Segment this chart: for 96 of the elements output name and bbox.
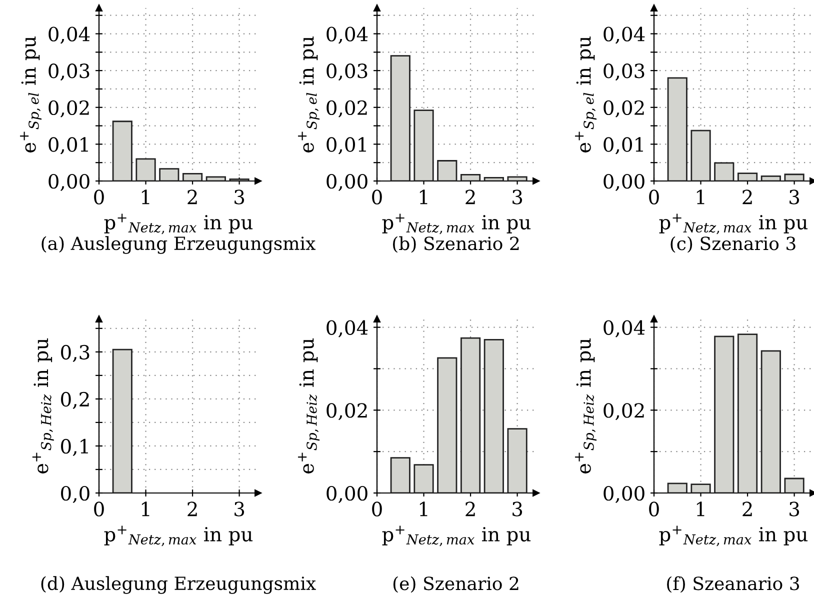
x-tick-label: 0 xyxy=(649,190,659,204)
text: (a) Auslegung Erzeugungsmix xyxy=(42,236,316,254)
x-tick-label: 3 xyxy=(790,190,800,204)
y-axis-title: e$^{+}$$_{Sp,Heiz}$ in pu xyxy=(298,338,320,474)
x-tick-label: 3 xyxy=(512,502,522,516)
y-tick-label: 0,00 xyxy=(604,174,644,192)
bar xyxy=(414,464,434,493)
bar xyxy=(112,120,132,181)
bar xyxy=(737,172,758,181)
x-axis-title: p$^{+}$$_{Netz,max}$ in pu xyxy=(659,526,808,546)
x-tick-label: 3 xyxy=(790,502,800,516)
x-tick-label: 3 xyxy=(234,190,244,204)
x-axis-title: p$^{+}$$_{Netz,max}$ in pu xyxy=(104,214,253,234)
y-tick-label: 0,03 xyxy=(604,64,644,81)
y-tick-label: 0,00 xyxy=(326,486,368,504)
y-tick-label: 0,04 xyxy=(48,26,90,44)
bar xyxy=(437,160,458,181)
y-axis-title: e$^{+}$$_{Sp,el}$ in pu xyxy=(575,36,596,152)
x-tick-label: 1 xyxy=(696,190,704,204)
bar xyxy=(667,77,688,181)
x-tick-label: 2 xyxy=(188,190,197,204)
y-tick-label: 0,04 xyxy=(604,320,645,338)
x-axis-title: p$^{+}$$_{Netz,max}$ in pu xyxy=(382,214,531,234)
y-tick-label: 0,01 xyxy=(326,137,366,154)
y-axis-title: e$^{+}$$_{Sp,el}$ in pu xyxy=(298,36,320,152)
x-axis-title: p$^{+}$$_{Netz,max}$ in pu xyxy=(104,526,253,546)
bar xyxy=(784,174,804,181)
y-axis-title: e$^{+}$$_{Sp,Heiz}$ in pu xyxy=(575,338,596,474)
bar xyxy=(690,484,711,493)
y-tick-label: 0,01 xyxy=(48,137,88,154)
x-tick-label: 0 xyxy=(94,190,104,204)
text: (d) Auslegung Erzeugungsmix xyxy=(41,576,316,594)
bar xyxy=(460,337,481,493)
bar xyxy=(760,176,781,181)
bar xyxy=(390,457,410,493)
x-tick-label: 2 xyxy=(188,502,197,516)
y-tick-label: 0,03 xyxy=(326,64,368,81)
x-tick-label: 2 xyxy=(742,502,752,516)
x-axis-title: p$^{+}$$_{Netz,max}$ in pu xyxy=(659,214,808,234)
y-tick-label: 0,3 xyxy=(61,344,90,362)
y-tick-label: 0,02 xyxy=(48,100,89,118)
x-tick-label: 1 xyxy=(420,502,428,516)
y-tick-label: 0,04 xyxy=(326,320,368,338)
y-axis-title: e$^{+}$$_{Sp,Heiz}$ in pu xyxy=(32,338,54,474)
text: (e) Szenario 2 xyxy=(393,576,518,593)
y-tick-label: 0,04 xyxy=(326,26,368,44)
bar xyxy=(159,168,180,181)
bar xyxy=(206,176,226,181)
x-tick-label: 2 xyxy=(466,190,475,204)
bar xyxy=(136,158,156,181)
text: (b) Szenario 2 xyxy=(393,236,519,253)
y-tick-label: 0,02 xyxy=(326,403,367,420)
y-tick-label: 0,02 xyxy=(326,100,367,118)
y-tick-label: 0,0 xyxy=(61,486,90,504)
x-tick-label: 3 xyxy=(234,502,244,516)
bar xyxy=(690,130,711,181)
y-tick-label: 0,01 xyxy=(604,137,643,154)
y-tick-label: 0,2 xyxy=(61,392,89,409)
bar xyxy=(182,172,203,181)
y-tick-label: 0,00 xyxy=(604,486,644,504)
y-axis-title: e$^{+}$$_{Sp,el}$ in pu xyxy=(20,36,42,152)
y-tick-label: 0,02 xyxy=(604,403,644,420)
x-tick-label: 0 xyxy=(94,502,104,516)
y-tick-label: 0,00 xyxy=(48,174,90,192)
bar xyxy=(484,339,504,493)
bar xyxy=(737,334,758,493)
y-tick-label: 0,02 xyxy=(604,100,644,118)
y-tick-label: 0,04 xyxy=(604,26,645,44)
x-tick-label: 2 xyxy=(742,190,752,204)
x-axis-title: p$^{+}$$_{Netz,max}$ in pu xyxy=(382,526,531,546)
x-tick-label: 0 xyxy=(372,502,382,516)
bar xyxy=(460,174,481,181)
y-tick-label: 0,00 xyxy=(326,174,368,192)
bar xyxy=(714,162,734,181)
y-tick-label: 0,1 xyxy=(61,438,88,456)
x-tick-label: 2 xyxy=(466,502,475,516)
x-tick-label: 1 xyxy=(420,190,428,204)
x-tick-label: 0 xyxy=(372,190,382,204)
bar xyxy=(414,110,434,181)
x-tick-label: 1 xyxy=(696,502,704,516)
y-tick-label: 0,03 xyxy=(48,64,90,81)
bar xyxy=(507,428,528,493)
x-tick-label: 0 xyxy=(649,502,659,516)
bar xyxy=(714,336,734,493)
bar xyxy=(390,55,410,181)
bar xyxy=(484,176,504,181)
bar xyxy=(784,478,804,493)
bar xyxy=(760,350,781,493)
x-tick-label: 1 xyxy=(142,502,150,516)
text: (c) Szenario 3 xyxy=(670,236,796,253)
bar xyxy=(437,357,458,493)
bar xyxy=(667,482,688,493)
bar xyxy=(507,176,528,181)
x-tick-label: 3 xyxy=(512,190,522,204)
x-tick-label: 1 xyxy=(142,190,150,204)
text: (f) Szeanario 3 xyxy=(667,576,800,593)
